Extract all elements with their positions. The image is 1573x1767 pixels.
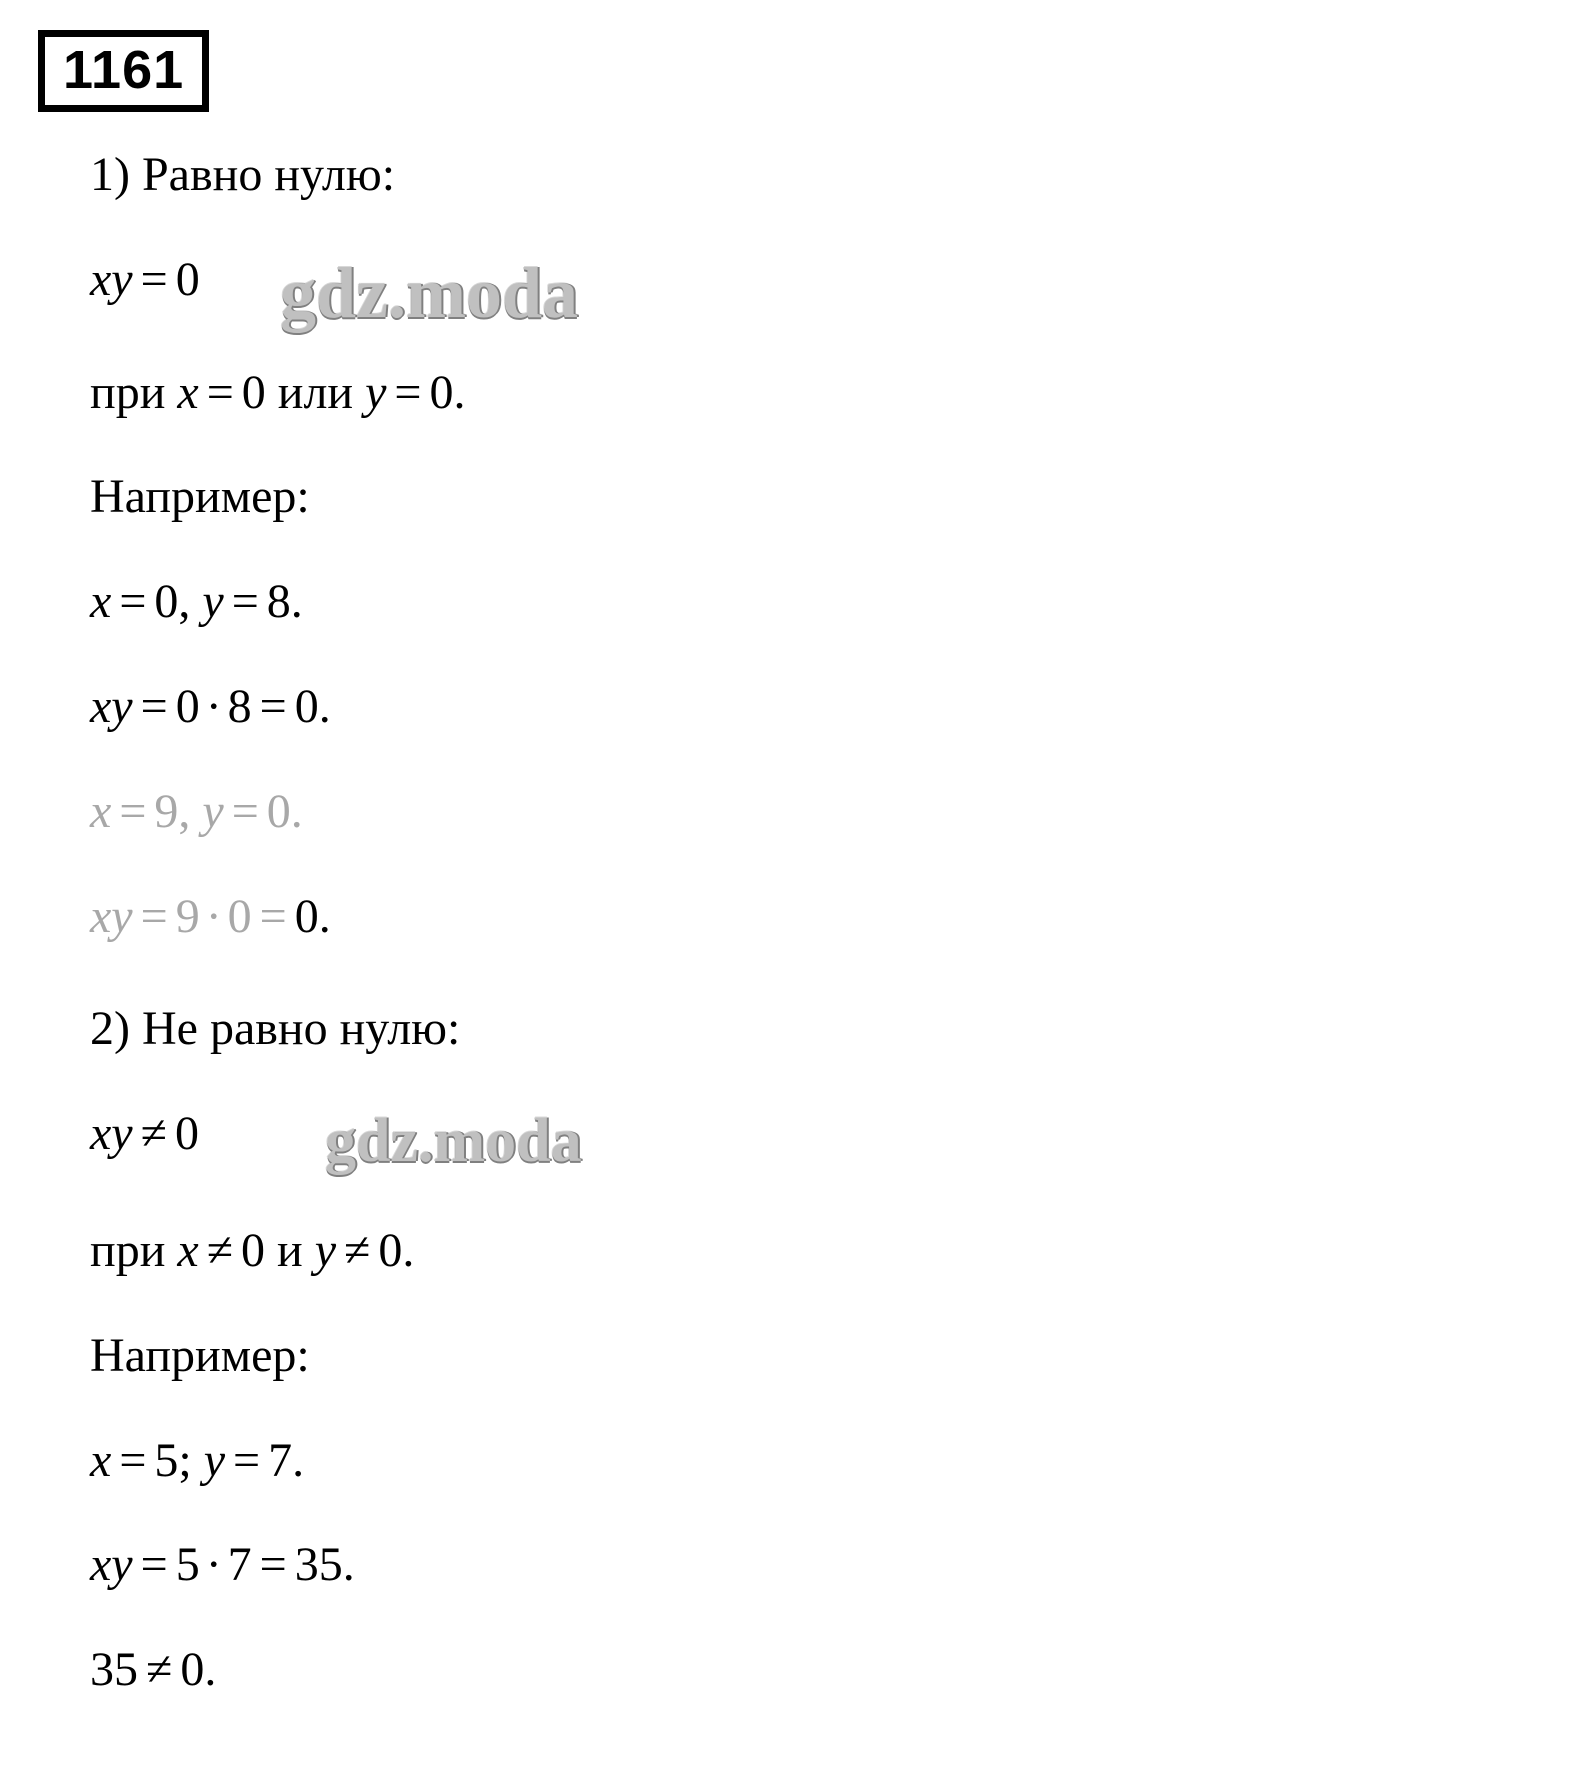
line-2: xy=0 gdz.moda (90, 242, 1543, 319)
line-15: 35≠0. (90, 1632, 1543, 1709)
num-7: 7 (228, 1538, 252, 1591)
problem-number-box: 1161 (38, 30, 209, 112)
num-0-period: 0. (429, 366, 465, 419)
equals-sign: = (386, 366, 429, 419)
multiply-dot: · (200, 1538, 228, 1591)
equals-sign: = (224, 575, 267, 628)
equals-sign: = (252, 680, 295, 733)
var-xy: xy (90, 680, 133, 733)
num-35-period: 35. (295, 1538, 355, 1591)
num-8-period: 8. (267, 575, 303, 628)
equals-sign: = (252, 890, 295, 943)
var-xy: xy (90, 1107, 133, 1160)
multiply-dot: · (200, 890, 228, 943)
text-naprimer: Например: (90, 1329, 310, 1382)
var-x: x (177, 1224, 198, 1277)
not-equals-sign: ≠ (199, 1224, 241, 1277)
equals-sign: = (133, 1538, 176, 1591)
equals-sign: = (252, 1538, 295, 1591)
watermark-2: gdz.moda (325, 1092, 582, 1191)
num-9: 9 (176, 890, 200, 943)
problem-number: 1161 (63, 40, 184, 100)
num-0: 0 (242, 366, 266, 419)
line-7-faded: x=9, y=0. (90, 774, 1543, 851)
line-11: при x≠0 и y≠0. (90, 1213, 1543, 1290)
num-0-period: 0. (180, 1643, 216, 1696)
num-0: 0 (228, 890, 252, 943)
num-0-period: 0. (378, 1224, 414, 1277)
num-7-period: 7. (268, 1434, 304, 1487)
var-xy: xy (90, 253, 133, 306)
not-equals-sign: ≠ (336, 1224, 378, 1277)
line-3: при x=0 или y=0. (90, 355, 1543, 432)
var-x: x (90, 575, 111, 628)
line-8-faded: xy=9·0=0. (90, 879, 1543, 956)
num-5: 5 (176, 1538, 200, 1591)
not-equals-sign: ≠ (138, 1643, 180, 1696)
spacer (192, 1434, 204, 1487)
var-y: y (202, 785, 223, 838)
var-y: y (202, 575, 223, 628)
line-13: x=5; y=7. (90, 1423, 1543, 1500)
multiply-dot: · (200, 680, 228, 733)
equals-sign: = (133, 680, 176, 733)
var-xy: xy (90, 1538, 133, 1591)
num-0-period: 0. (295, 680, 331, 733)
not-equals-sign: ≠ (133, 1107, 175, 1160)
line-9: 2) Не равно нулю: (90, 991, 1543, 1068)
line-6: xy=0·8=0. (90, 669, 1543, 746)
equals-sign: = (133, 890, 176, 943)
var-x: x (90, 785, 111, 838)
watermark-1: gdz.moda (280, 236, 578, 351)
text-part1-title: 1) Равно нулю: (90, 148, 395, 201)
num-0: 0 (176, 253, 200, 306)
num-5-semicolon: 5; (154, 1434, 191, 1487)
num-0: 0 (175, 1107, 199, 1160)
num-8: 8 (228, 680, 252, 733)
text-ili: или (266, 366, 365, 419)
var-x: x (90, 1434, 111, 1487)
var-xy: xy (90, 890, 133, 943)
line-12: Например: (90, 1318, 1543, 1395)
equals-sign: = (225, 1434, 268, 1487)
num-0-comma: 0, (154, 575, 190, 628)
equals-sign: = (199, 366, 242, 419)
text-part2-title: 2) Не равно нулю: (90, 1002, 460, 1055)
text-pri: при (90, 366, 177, 419)
equals-sign: = (111, 785, 154, 838)
var-y: y (204, 1434, 225, 1487)
num-0-period: 0. (267, 785, 303, 838)
num-0-period: 0. (295, 890, 331, 943)
num-9-comma: 9, (154, 785, 190, 838)
var-y: y (365, 366, 386, 419)
equals-sign: = (133, 253, 176, 306)
text-naprimer: Например: (90, 470, 310, 523)
line-4: Например: (90, 459, 1543, 536)
text-i: и (265, 1224, 315, 1277)
equals-sign: = (111, 575, 154, 628)
num-0: 0 (241, 1224, 265, 1277)
equals-sign: = (111, 1434, 154, 1487)
num-35: 35 (90, 1643, 138, 1696)
text-pri: при (90, 1224, 177, 1277)
var-x: x (177, 366, 198, 419)
num-0: 0 (176, 680, 200, 733)
line-1: 1) Равно нулю: (90, 137, 1543, 214)
line-10: xy≠0 gdz.moda (90, 1096, 1543, 1173)
line-5: x=0, y=8. (90, 564, 1543, 641)
var-y: y (315, 1224, 336, 1277)
equals-sign: = (224, 785, 267, 838)
page-root: 1161 1) Равно нулю: xy=0 gdz.moda при x=… (0, 0, 1573, 1767)
